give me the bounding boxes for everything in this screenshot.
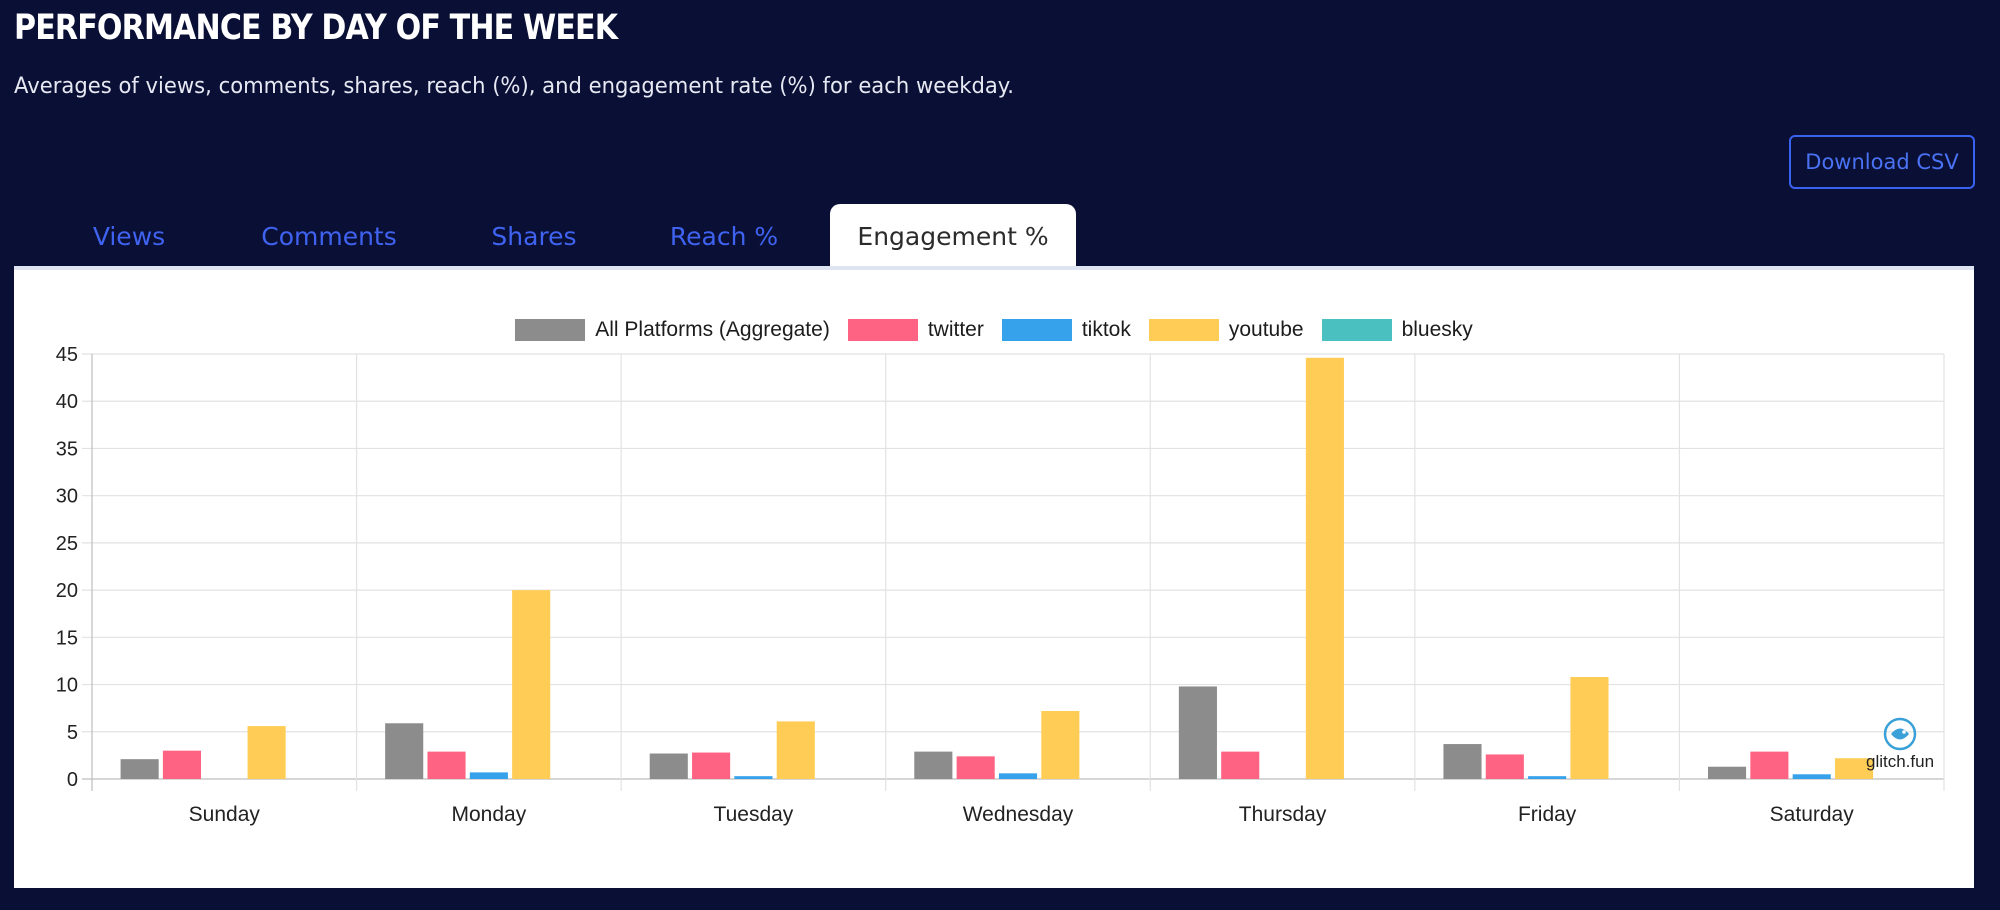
tab-views[interactable]: Views	[92, 221, 166, 251]
y-tick-label: 15	[56, 627, 78, 649]
watermark: glitch.fun	[1866, 715, 1934, 773]
legend-item-1[interactable]: twitter	[847, 318, 984, 342]
bar-twitter-wednesday[interactable]	[956, 756, 995, 779]
y-tick-label: 25	[56, 533, 78, 555]
tab-comments[interactable]: Comments	[261, 221, 397, 251]
x-tick-label: Monday	[451, 803, 526, 826]
x-tick-label: Wednesday	[963, 803, 1074, 826]
chart-panel: All Platforms (Aggregate) twitter tiktok yo…	[14, 266, 1974, 888]
bar-youtube-tuesday[interactable]	[776, 721, 815, 779]
bar-twitter-saturday[interactable]	[1750, 751, 1789, 779]
bar-all-platforms-aggregate--friday[interactable]	[1443, 744, 1482, 779]
y-tick-label: 0	[67, 769, 78, 791]
tab-engagement[interactable]: Engagement %	[830, 204, 1076, 268]
legend-item-0[interactable]: All Platforms (Aggregate)	[515, 318, 830, 342]
y-tick-label: 30	[56, 486, 78, 508]
page-title: PERFORMANCE BY DAY OF THE WEEK	[14, 8, 618, 48]
watermark-text: glitch.fun	[1866, 752, 1935, 771]
x-tick-label: Tuesday	[714, 803, 794, 826]
y-tick-label: 5	[67, 722, 78, 744]
bar-tiktok-tuesday[interactable]	[734, 776, 773, 779]
bar-tiktok-saturday[interactable]	[1792, 774, 1831, 779]
x-tick-label: Saturday	[1770, 803, 1855, 826]
bar-all-platforms-aggregate--monday[interactable]	[385, 723, 424, 779]
bar-youtube-monday[interactable]	[512, 590, 551, 779]
bar-all-platforms-aggregate--saturday[interactable]	[1708, 766, 1747, 779]
x-tick-label: Friday	[1518, 803, 1577, 826]
tab-reach[interactable]: Reach %	[669, 221, 779, 251]
bar-all-platforms-aggregate--tuesday[interactable]	[649, 753, 688, 780]
legend-item-4[interactable]: bluesky	[1321, 318, 1473, 342]
y-tick-label: 10	[56, 675, 78, 697]
legend-swatch	[1001, 319, 1072, 341]
legend-label: tiktok	[1081, 318, 1131, 341]
y-tick-label: 35	[56, 438, 78, 460]
chart-legend: All Platforms (Aggregate) twitter tiktok yo…	[14, 318, 1974, 342]
x-tick-label: Thursday	[1239, 803, 1327, 826]
bar-all-platforms-aggregate--wednesday[interactable]	[914, 751, 953, 779]
y-tick-label: 45	[56, 344, 78, 366]
bar-twitter-tuesday[interactable]	[692, 752, 731, 779]
y-tick-label: 40	[56, 391, 78, 413]
legend-swatch	[1148, 319, 1219, 341]
legend-item-2[interactable]: tiktok	[1001, 318, 1131, 342]
tab-shares[interactable]: Shares	[491, 221, 577, 251]
bar-youtube-thursday[interactable]	[1305, 357, 1344, 779]
legend-label: youtube	[1228, 318, 1304, 341]
bar-youtube-sunday[interactable]	[247, 726, 286, 779]
bar-all-platforms-aggregate--sunday[interactable]	[120, 759, 159, 779]
x-tick-label: Sunday	[189, 803, 261, 826]
page-subtitle: Averages of views, comments, shares, rea…	[14, 74, 1015, 99]
bar-twitter-thursday[interactable]	[1221, 751, 1260, 779]
download-csv-button[interactable]: Download CSV	[1789, 135, 1975, 189]
legend-swatch	[847, 319, 918, 341]
engagement-bar-chart: 0 5 10 15 20 25 30 35 40 45 Sunday Monday Tuesday Wed…	[56, 344, 1945, 826]
bar-youtube-friday[interactable]	[1570, 677, 1609, 779]
bar-all-platforms-aggregate--thursday[interactable]	[1178, 686, 1217, 779]
bar-twitter-friday[interactable]	[1485, 754, 1524, 779]
metric-tabs: Views Comments Shares Reach % Engagement…	[14, 204, 1974, 268]
legend-swatch	[515, 319, 586, 341]
bar-youtube-saturday[interactable]	[1834, 758, 1874, 779]
legend-label: All Platforms (Aggregate)	[595, 318, 830, 341]
legend-label: twitter	[927, 318, 984, 341]
bar-tiktok-wednesday[interactable]	[998, 773, 1038, 779]
bar-twitter-monday[interactable]	[427, 751, 466, 779]
legend-label: bluesky	[1401, 318, 1473, 341]
bar-tiktok-monday[interactable]	[469, 772, 508, 779]
legend-item-3[interactable]: youtube	[1148, 318, 1304, 342]
bar-twitter-sunday[interactable]	[162, 750, 202, 779]
fish-icon	[1883, 717, 1917, 751]
y-tick-label: 20	[56, 580, 78, 602]
legend-swatch	[1321, 319, 1392, 341]
bar-tiktok-friday[interactable]	[1528, 776, 1567, 779]
bar-youtube-wednesday[interactable]	[1041, 711, 1080, 779]
